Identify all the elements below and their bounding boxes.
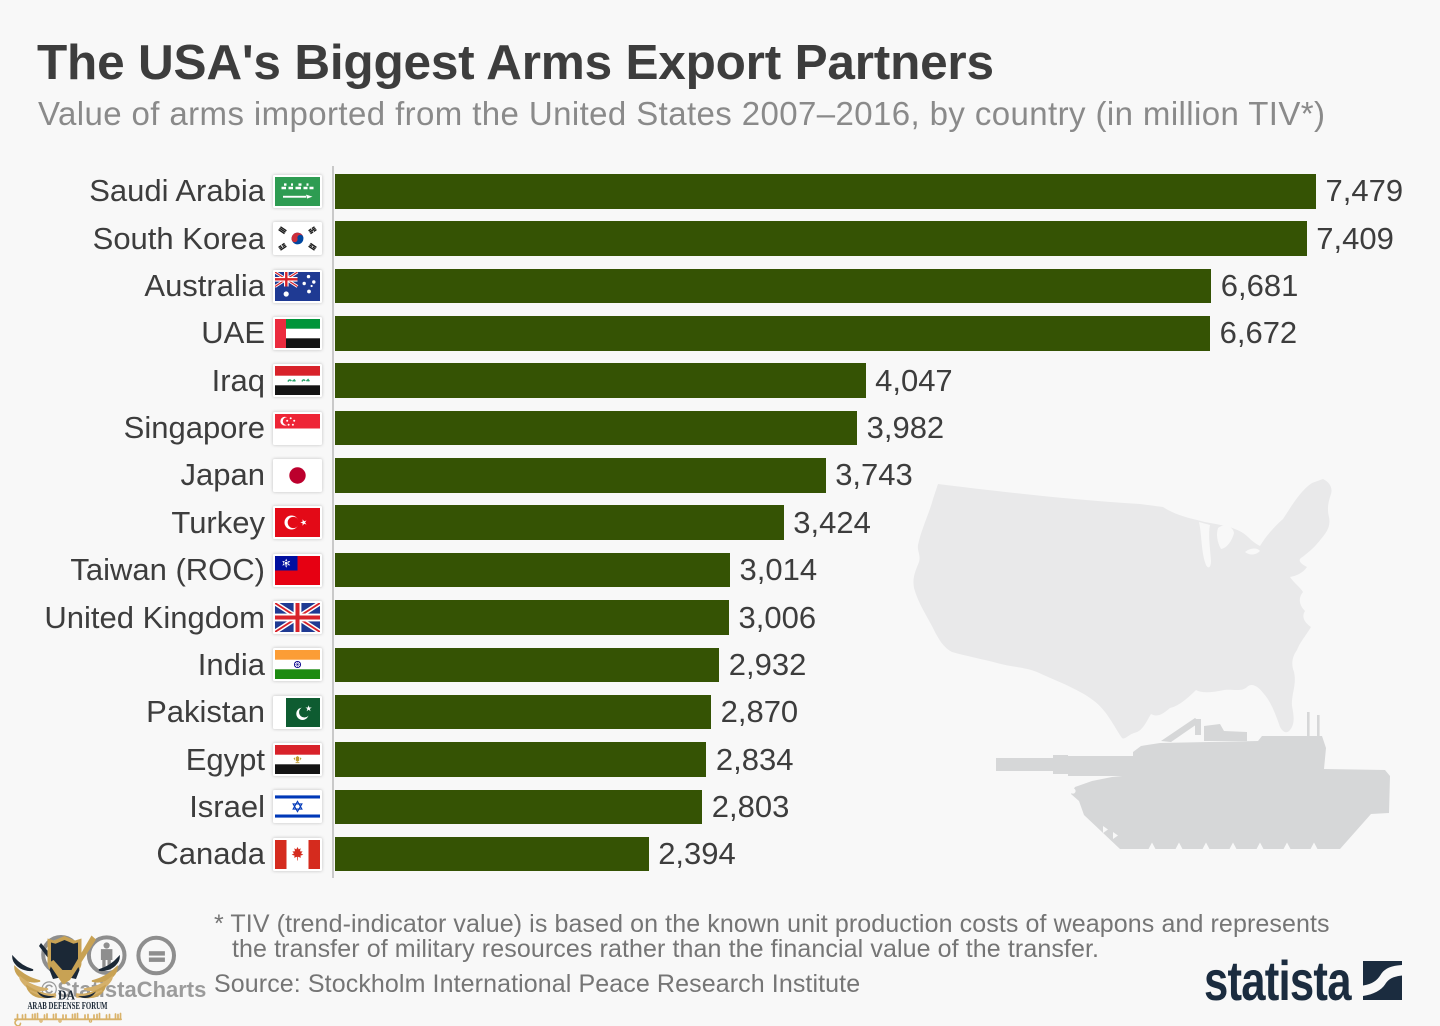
svg-text:DA: DA: [58, 988, 75, 1003]
svg-text:ARAB DEFENSE FORUM: ARAB DEFENSE FORUM: [28, 1001, 108, 1012]
